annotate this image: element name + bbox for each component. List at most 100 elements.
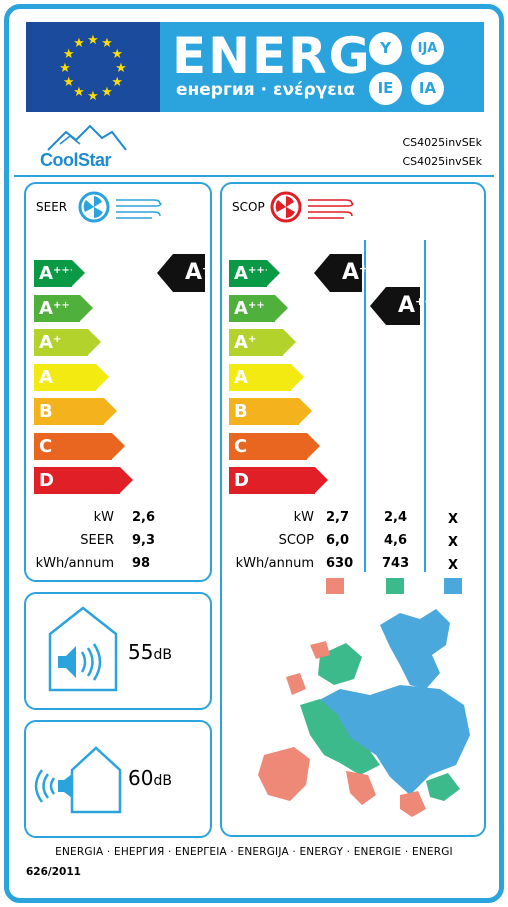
eu-star-icon: ★ <box>73 35 85 51</box>
heating-average-annual: 743 <box>382 556 410 571</box>
colder-zone-swatch <box>444 578 462 594</box>
cooling-rating-marker: A+++ <box>157 254 230 292</box>
heating-class-plus: +++ <box>247 265 274 276</box>
heating-warm-kw: 2,7 <box>326 510 350 525</box>
outdoor-noise-value: 60 <box>128 766 154 790</box>
heating-average-rating-marker: A++ <box>370 287 433 325</box>
heating-class-letter: C <box>234 435 248 457</box>
zone-divider-2 <box>424 240 426 572</box>
lang-badge-ie: IE <box>369 72 402 105</box>
europe-climate-zones-map <box>258 609 470 817</box>
cooling-seer-value: 9,3 <box>132 533 156 548</box>
eu-star-icon: ★ <box>101 83 113 99</box>
heating-title: SCOP <box>232 200 265 214</box>
zone-divider-1 <box>364 240 366 572</box>
lang-badge-ija: IJA <box>411 32 444 65</box>
heating-class-bar: A+++ <box>229 260 280 287</box>
indoor-noise-level: 55dB <box>128 640 172 664</box>
eu-star-icon: ★ <box>101 35 113 51</box>
indoor-speaker-icon <box>48 606 118 692</box>
heating-kw-label: kW <box>293 510 314 525</box>
heating-warm-rating-letter: A <box>342 260 360 285</box>
eu-star-icon: ★ <box>59 59 71 75</box>
heating-warm-rating-plus: +++ <box>359 262 387 275</box>
cooling-class-bar: C <box>34 432 125 460</box>
cooling-class-bar: A+ <box>34 329 101 356</box>
cooling-class-letter: A <box>39 263 53 284</box>
mountain-logo-icon <box>47 124 127 151</box>
cooling-kw-value: 2,6 <box>132 510 156 525</box>
eu-star-icon: ★ <box>62 73 75 89</box>
footer-languages: ENERGIA · ЕНЕРГИЯ · ΕΝΕΡΓΕΙΑ · ENERGIJA … <box>55 846 453 858</box>
cooling-class-bar: D <box>34 467 133 494</box>
cooling-annual-value: 98 <box>132 556 151 571</box>
cooling-class-bar: A++ <box>34 294 93 322</box>
warm-zone-swatch <box>326 578 344 594</box>
cooling-rating-letter: A <box>185 260 203 285</box>
heating-class-letter: A <box>234 263 248 284</box>
cooling-annual-label: kWh/annum <box>35 556 114 571</box>
heating-warm-rating-marker: A+++ <box>314 254 387 292</box>
eu-star-icon: ★ <box>62 45 75 61</box>
heating-class-bar: A <box>229 363 304 391</box>
outdoor-noise-panel <box>24 720 212 838</box>
cooling-seer-label: SEER <box>80 533 114 548</box>
energy-title: ENERG <box>172 27 372 85</box>
eu-star-icon: ★ <box>111 45 124 61</box>
energy-subtitle: енергия · ενέργεια <box>176 80 355 100</box>
cooling-kw-label: kW <box>93 510 114 525</box>
heating-class-bar: B <box>229 398 312 425</box>
outdoor-speaker-icon <box>34 746 122 814</box>
outdoor-noise-level: 60dB <box>128 766 172 790</box>
lang-badge-ia: IA <box>411 72 444 105</box>
cooling-class-letter: A <box>39 297 53 319</box>
heating-colder-annual: X <box>448 558 459 573</box>
cooling-class-bar: B <box>34 398 117 425</box>
fan-cooling-icon <box>78 191 162 223</box>
heating-annual-label: kWh/annum <box>235 556 314 571</box>
cooling-title: SEER <box>36 200 68 214</box>
heating-class-letter: A <box>234 332 248 353</box>
lang-badge-y: Y <box>369 32 402 65</box>
header-divider <box>14 175 494 177</box>
heating-class-letter: A <box>234 366 248 388</box>
heating-class-bar: A+ <box>229 329 296 356</box>
cooling-class-letter: D <box>39 470 54 491</box>
brand-name: CoolStar <box>40 150 112 170</box>
fan-heating-icon <box>270 191 354 223</box>
outdoor-noise-unit: dB <box>153 773 172 789</box>
cooling-class-plus: + <box>52 334 62 345</box>
model-outdoor: CS4025invSEk <box>402 155 483 168</box>
heating-average-rating-plus: ++ <box>415 295 434 308</box>
eu-star-icon: ★ <box>87 31 99 47</box>
regulation-number: 626/2011 <box>26 866 81 878</box>
heating-average-scop: 4,6 <box>384 533 408 548</box>
model-indoor: CS4025invSEk <box>402 136 483 149</box>
eu-star-icon: ★ <box>87 87 99 103</box>
heating-class-bar: D <box>229 467 328 494</box>
cooling-class-letter: A <box>39 366 53 388</box>
eu-flag-icon: ★ ★ ★ ★ ★ ★ ★ ★ ★ ★ ★ ★ <box>26 22 160 112</box>
heating-class-letter: D <box>234 470 249 491</box>
cooling-class-letter: A <box>39 332 53 353</box>
cooling-class-plus: +++ <box>52 265 79 276</box>
eu-star-icon: ★ <box>115 59 127 75</box>
heating-warm-annual: 630 <box>326 556 354 571</box>
indoor-noise-unit: dB <box>153 647 172 663</box>
heating-class-plus: ++ <box>247 299 265 311</box>
cooling-class-plus: ++ <box>52 299 70 311</box>
heating-class-letter: A <box>234 297 248 319</box>
heating-scop-label: SCOP <box>278 533 314 548</box>
indoor-noise-value: 55 <box>128 640 154 664</box>
eu-star-icon: ★ <box>73 83 85 99</box>
heating-class-bar: A++ <box>229 294 288 322</box>
heating-average-kw: 2,4 <box>384 510 408 525</box>
cooling-class-letter: B <box>39 401 53 422</box>
heating-colder-kw: X <box>448 512 459 527</box>
heating-class-letter: B <box>234 401 248 422</box>
heating-class-bar: C <box>229 432 320 460</box>
cooling-class-bar: A <box>34 363 109 391</box>
heating-class-plus: + <box>247 334 257 345</box>
heating-average-rating-letter: A <box>398 293 416 318</box>
cooling-class-letter: C <box>39 435 53 457</box>
